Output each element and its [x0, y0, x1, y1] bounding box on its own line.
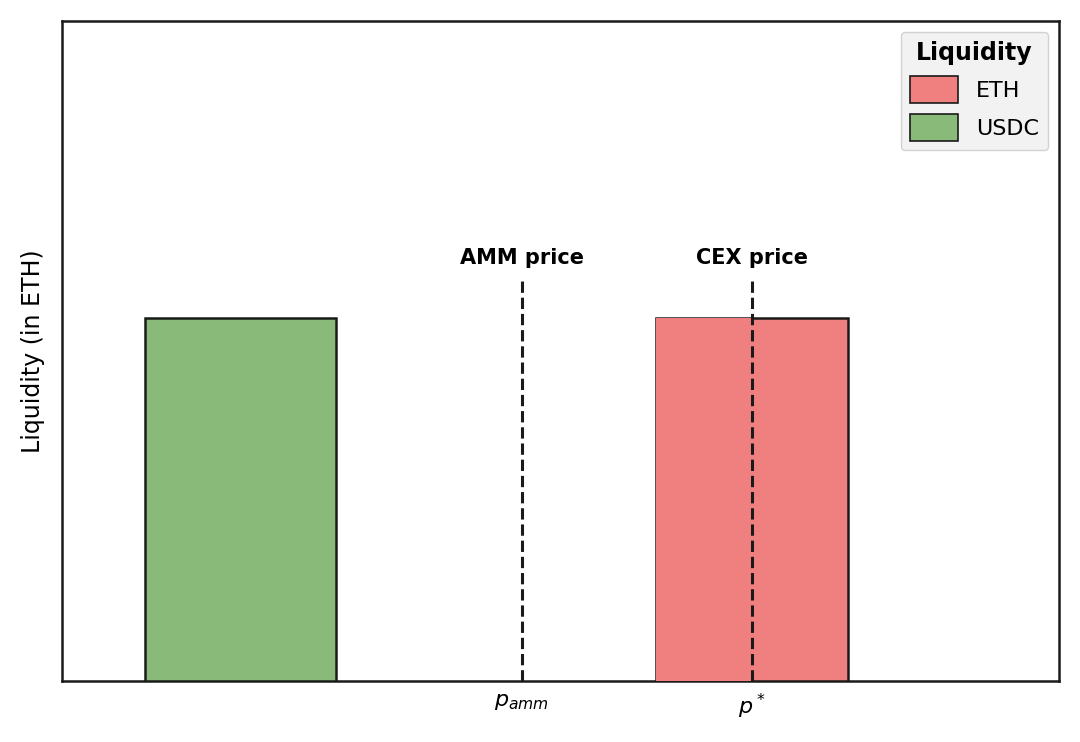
Text: AMM price: AMM price	[460, 249, 584, 269]
Bar	[657, 318, 848, 681]
Y-axis label: Liquidity (in ETH): Liquidity (in ETH)	[21, 249, 45, 453]
Bar	[657, 318, 752, 681]
Text: CEX price: CEX price	[697, 249, 808, 269]
Legend: ETH, USDC: ETH, USDC	[901, 32, 1048, 150]
Bar	[145, 318, 337, 681]
